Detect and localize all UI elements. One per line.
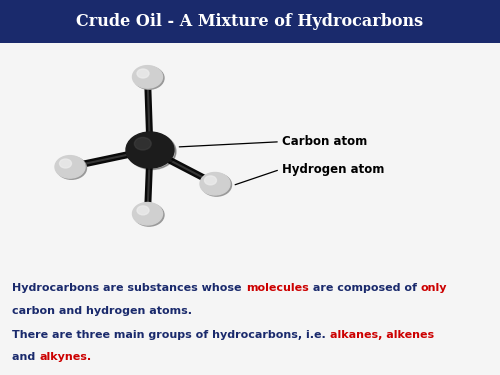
Circle shape <box>137 69 149 78</box>
Circle shape <box>132 66 162 88</box>
Text: alkynes.: alkynes. <box>40 352 92 363</box>
Text: Hydrocarbons are substances whose: Hydrocarbons are substances whose <box>12 283 246 293</box>
Circle shape <box>134 137 151 150</box>
Circle shape <box>132 202 162 225</box>
Text: are composed of: are composed of <box>308 283 420 293</box>
Circle shape <box>134 67 164 89</box>
Text: molecules: molecules <box>246 283 308 293</box>
Circle shape <box>60 159 72 168</box>
Circle shape <box>134 204 164 226</box>
Circle shape <box>204 176 216 185</box>
Circle shape <box>56 157 86 179</box>
Text: alkanes, alkenes: alkanes, alkenes <box>330 330 434 340</box>
Bar <box>0 0 500 43</box>
Text: Crude Oil - A Mixture of Hydrocarbons: Crude Oil - A Mixture of Hydrocarbons <box>76 13 424 30</box>
Circle shape <box>202 174 232 196</box>
Text: carbon and hydrogen atoms.: carbon and hydrogen atoms. <box>12 306 192 316</box>
Text: only: only <box>420 283 447 293</box>
Circle shape <box>55 156 85 178</box>
Text: There are three main groups of hydrocarbons, i.e.: There are three main groups of hydrocarb… <box>12 330 330 340</box>
Text: and: and <box>12 352 40 363</box>
Text: Carbon atom: Carbon atom <box>282 135 368 148</box>
Circle shape <box>126 132 174 168</box>
Circle shape <box>128 134 176 170</box>
Circle shape <box>137 206 149 215</box>
Text: Hydrogen atom: Hydrogen atom <box>282 163 385 176</box>
Circle shape <box>200 172 230 195</box>
